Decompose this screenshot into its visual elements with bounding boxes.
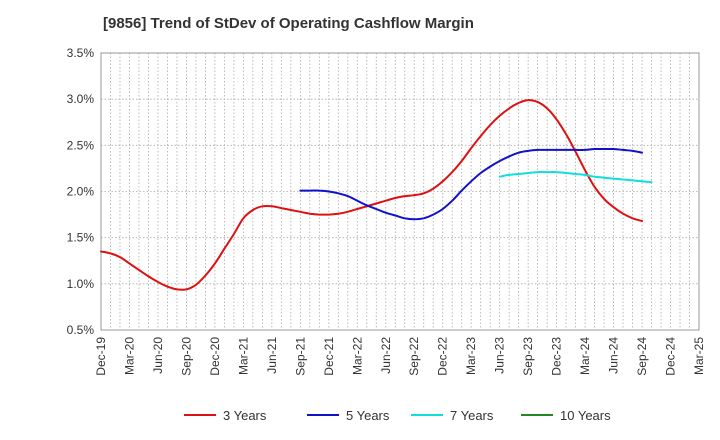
legend-label-7-years: 7 Years	[450, 408, 494, 423]
x-tick-label: Dec-22	[436, 337, 450, 376]
x-tick-label: Jun-22	[379, 337, 393, 374]
x-tick-label: Dec-23	[550, 337, 564, 376]
legend-label-10-years: 10 Years	[560, 408, 611, 423]
y-tick-label: 1.5%	[67, 231, 95, 245]
y-tick-label: 2.0%	[67, 185, 95, 199]
x-tick-label: Jun-23	[493, 337, 507, 374]
x-tick-label: Dec-19	[94, 337, 108, 376]
legend-label-3-years: 3 Years	[223, 408, 267, 423]
x-tick-label: Mar-22	[350, 337, 364, 375]
series-lines	[100, 99, 653, 291]
x-tick-label: Jun-21	[265, 337, 279, 374]
y-tick-label: 3.5%	[67, 46, 95, 60]
x-tick-label: Sep-23	[521, 337, 535, 376]
x-tick-label: Sep-24	[635, 337, 649, 376]
y-tick-label: 1.0%	[67, 277, 95, 291]
x-tick-labels: Dec-19 Mar-20 Jun-20 Sep-20 Dec-20 Mar-21 Jun-…	[94, 337, 706, 376]
legend: 3 Years 5 Years 7 Years 10 Years	[184, 408, 611, 423]
x-tick-label: Dec-21	[322, 337, 336, 376]
legend-label-5-years: 5 Years	[346, 408, 390, 423]
x-tick-label: Mar-21	[236, 337, 250, 375]
x-tick-label: Mar-25	[692, 337, 706, 375]
x-tick-label: Sep-22	[407, 337, 421, 376]
y-tick-label: 2.5%	[67, 138, 95, 152]
y-tick-label: 3.0%	[67, 92, 95, 106]
y-tick-labels: 0.5% 1.0% 1.5% 2.0% 2.5% 3.0% 3.5%	[67, 46, 95, 337]
x-tick-label: Mar-23	[464, 337, 478, 375]
gridlines	[101, 53, 699, 330]
x-tick-label: Dec-20	[208, 337, 222, 376]
x-tick-label: Sep-21	[293, 337, 307, 376]
x-tick-label: Jun-24	[607, 337, 621, 374]
series-line-5-years	[299, 147, 643, 221]
chart-title: [9856] Trend of StDev of Operating Cashf…	[103, 15, 474, 32]
y-tick-label: 0.5%	[67, 323, 95, 337]
series-line-7-years	[498, 171, 653, 184]
series-line-3-years	[100, 99, 643, 291]
x-tick-label: Dec-24	[664, 337, 678, 376]
x-tick-label: Jun-20	[151, 337, 165, 374]
x-tick-label: Sep-20	[179, 337, 193, 376]
plot-frame	[100, 52, 700, 331]
x-tick-label: Mar-20	[122, 337, 136, 375]
x-tick-label: Mar-24	[578, 337, 592, 375]
